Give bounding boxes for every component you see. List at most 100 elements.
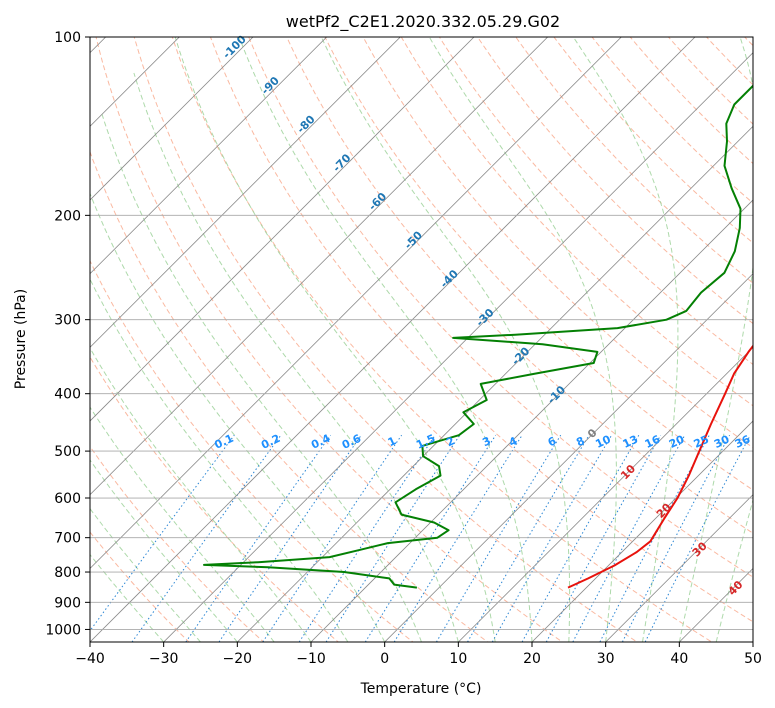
moist-adiabat bbox=[90, 278, 349, 642]
mixing-ratio-line bbox=[521, 434, 640, 642]
moist-adiabat bbox=[428, 37, 617, 642]
moist-adiabat bbox=[90, 507, 201, 642]
mixing-ratio-line bbox=[393, 434, 523, 642]
dry-adiabat bbox=[362, 37, 753, 449]
x-tick-label: −40 bbox=[75, 651, 105, 667]
x-tick-label: 30 bbox=[597, 651, 615, 667]
x-tick-label: 10 bbox=[449, 651, 467, 667]
dry-adiabat-label: -70 bbox=[330, 151, 353, 174]
isotherm bbox=[236, 125, 753, 642]
dry-adiabat-label: 30 bbox=[690, 539, 710, 559]
mixing-ratio-label: 16 bbox=[643, 433, 663, 451]
y-tick-label: 800 bbox=[54, 565, 81, 581]
mixing-ratio-label: 4 bbox=[507, 434, 520, 449]
dry-adiabat bbox=[743, 37, 753, 47]
mixing-ratio-line bbox=[644, 434, 751, 642]
dry-adiabat bbox=[95, 37, 564, 642]
y-tick-label: 1000 bbox=[45, 622, 81, 638]
dry-adiabat-label: -60 bbox=[366, 190, 389, 213]
isotherm bbox=[90, 37, 549, 496]
moist-adiabat bbox=[101, 114, 422, 642]
mixing-ratio-line bbox=[325, 434, 461, 642]
dry-adiabat bbox=[90, 356, 340, 642]
mixing-ratio-line bbox=[599, 434, 710, 642]
x-tick-label: −30 bbox=[149, 651, 179, 667]
line-labels: -100-90-80-70-60-50-40-30-20-10010203040… bbox=[212, 33, 752, 599]
mixing-ratio-label: 6 bbox=[546, 434, 559, 449]
mixing-ratio-label: 1 bbox=[386, 434, 398, 449]
dry-adiabat bbox=[248, 37, 753, 578]
mixing-ratio-label: 1.5 bbox=[414, 432, 437, 452]
mixing-ratio-label: 25 bbox=[692, 433, 711, 451]
moist-adiabat bbox=[90, 347, 312, 642]
dry-adiabat bbox=[591, 37, 753, 204]
isotherm bbox=[752, 641, 753, 642]
dry-adiabat-label: -10 bbox=[545, 383, 568, 406]
mixing-ratio-line bbox=[621, 434, 731, 642]
dry-adiabat-label: -40 bbox=[438, 267, 461, 290]
x-tick-label: 50 bbox=[744, 651, 762, 667]
x-tick-label: −10 bbox=[296, 651, 326, 667]
dry-adiabat bbox=[171, 37, 713, 642]
moist-adiabat bbox=[90, 459, 238, 642]
mixing-ratio-label: 0.4 bbox=[309, 432, 332, 452]
dry-adiabat bbox=[553, 37, 753, 244]
mixing-ratio-label: 36 bbox=[733, 433, 753, 451]
y-tick-label: 200 bbox=[54, 208, 81, 224]
dry-adiabat bbox=[629, 37, 753, 165]
dry-adiabat bbox=[90, 445, 265, 642]
mixing-ratio-label: 13 bbox=[621, 433, 640, 451]
isotherm bbox=[0, 10, 59, 654]
mixing-ratio-line bbox=[218, 434, 362, 642]
mixing-ratio-line bbox=[572, 434, 686, 642]
mixing-ratio-label: 20 bbox=[667, 433, 687, 451]
isotherm bbox=[90, 37, 328, 275]
y-tick-label: 900 bbox=[54, 595, 81, 611]
x-axis-label: Temperature (°C) bbox=[360, 681, 482, 697]
isotherm bbox=[678, 567, 753, 642]
dry-adiabat-label: -90 bbox=[259, 74, 282, 97]
x-tick-label: 0 bbox=[380, 651, 389, 667]
isotherm bbox=[90, 37, 180, 127]
dry-adiabat bbox=[667, 37, 753, 125]
moist-adiabat bbox=[238, 37, 533, 642]
plot-frame bbox=[89, 36, 754, 643]
isotherm bbox=[90, 37, 622, 569]
y-tick-label: 400 bbox=[54, 387, 81, 403]
isotherm bbox=[90, 37, 401, 348]
isotherm bbox=[384, 273, 753, 642]
moist-adiabat bbox=[133, 72, 459, 642]
isotherm bbox=[90, 37, 475, 422]
dry-adiabat bbox=[286, 37, 753, 534]
x-tick-label: 20 bbox=[523, 651, 541, 667]
dry-adiabat bbox=[756, 10, 775, 654]
moist-adiabat bbox=[174, 37, 496, 642]
x-tick-label: 40 bbox=[670, 651, 688, 667]
mixing-ratio-line bbox=[90, 434, 235, 632]
mixing-ratio-label: 0.6 bbox=[340, 432, 363, 452]
axes-ticks: −40 −30 −20 −10 0 10 20 30 40 5010020030040050060… bbox=[45, 30, 762, 667]
mixing-ratio-line bbox=[131, 434, 282, 642]
isotherm bbox=[457, 346, 753, 642]
isotherm bbox=[163, 52, 753, 642]
mixing-ratio-label: 0.1 bbox=[212, 432, 235, 452]
y-tick-label: 100 bbox=[54, 30, 81, 46]
isotherm bbox=[605, 494, 753, 642]
y-tick-label: 300 bbox=[54, 313, 81, 329]
mixing-ratio-line bbox=[491, 434, 613, 642]
y-axis-label: Pressure (hPa) bbox=[13, 289, 29, 389]
x-tick-label: −20 bbox=[223, 651, 253, 667]
moist-adiabat bbox=[320, 37, 571, 642]
dewpoint-profile bbox=[203, 84, 753, 589]
dry-adiabat bbox=[400, 37, 753, 407]
dry-adiabat bbox=[90, 259, 414, 642]
background-lines bbox=[0, 10, 775, 654]
mixing-ratio-line bbox=[435, 434, 562, 642]
dry-adiabat-label: -20 bbox=[509, 344, 532, 367]
dry-adiabat-label: -80 bbox=[294, 113, 317, 136]
mixing-ratio-label: 30 bbox=[712, 433, 732, 451]
isotherm bbox=[90, 37, 696, 642]
chart-title: wetPf2_C2E1.2020.332.05.29.G02 bbox=[286, 12, 560, 32]
mixing-ratio-line bbox=[262, 434, 403, 642]
mixing-ratio-line bbox=[545, 434, 662, 642]
